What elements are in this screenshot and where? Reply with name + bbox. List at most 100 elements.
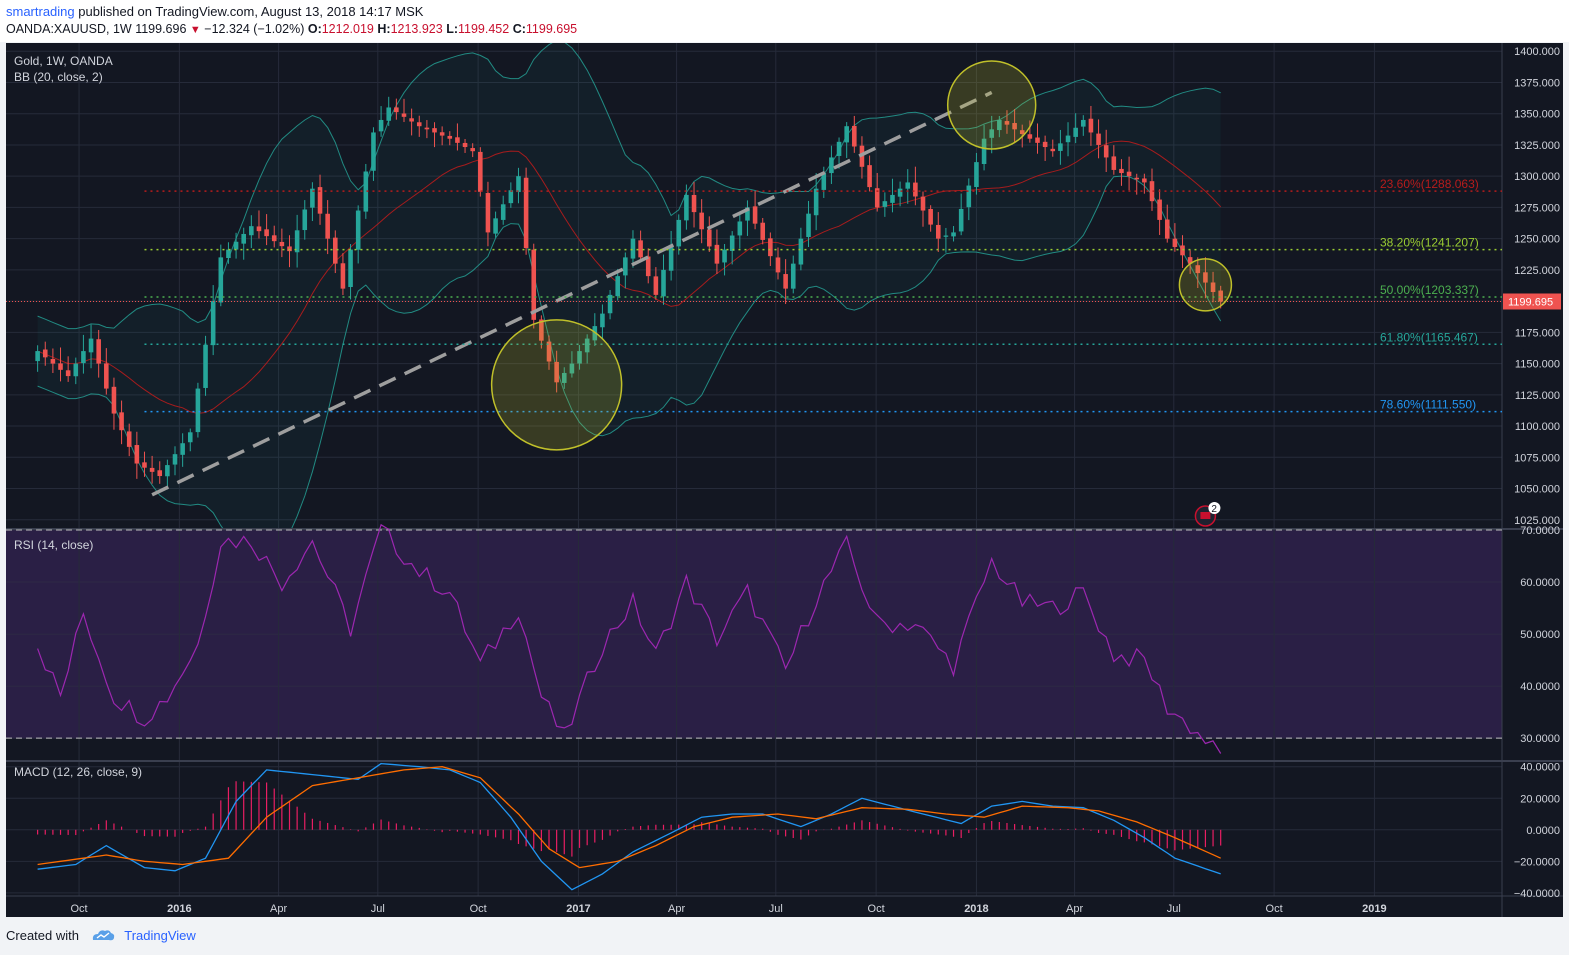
time-tick-label: Jul [371, 903, 385, 915]
candle-body [630, 238, 636, 259]
candle-body [997, 119, 1002, 131]
candle-body [1119, 168, 1124, 174]
candle-body [172, 454, 178, 465]
candle-body [1195, 265, 1201, 274]
chart-svg[interactable]: 23.60%(1288.063) 38.20%(1241.207) 50.00%(1… [6, 43, 1563, 917]
bb-basis [37, 140, 1222, 414]
candle-body [760, 222, 766, 240]
price-tick-label: 1375.000 [1514, 77, 1560, 89]
candle-body [478, 151, 483, 192]
macd-tick-label: −20.0000 [1514, 856, 1560, 868]
candle-body [882, 201, 888, 207]
candle-body [279, 241, 285, 247]
time-tick-label: 2019 [1362, 903, 1386, 915]
high-label: H: [377, 22, 391, 36]
chart-area[interactable]: 23.60%(1288.063) 38.20%(1241.207) 50.00%(1… [6, 43, 1563, 917]
candle-body [905, 182, 911, 189]
candle-body [241, 233, 246, 244]
candle-body [897, 188, 903, 197]
tradingview-link[interactable]: TradingView [124, 928, 196, 943]
candle-body [874, 188, 880, 208]
candle-body [913, 182, 918, 197]
candle-body [554, 361, 559, 383]
candle-body [661, 269, 666, 297]
highlight-circle [490, 319, 623, 451]
tradingview-logo-icon [91, 928, 115, 945]
bb-indicator-label: BB (20, close, 2) [14, 70, 103, 84]
candle-body [523, 177, 529, 249]
price-tick-label: 1275.000 [1514, 202, 1560, 214]
candle-body [1142, 178, 1147, 183]
time-tick-label: Oct [1266, 903, 1283, 915]
candle-body [65, 370, 71, 377]
candle-body [1019, 130, 1025, 135]
candle-body [516, 176, 521, 193]
candle-body [1218, 290, 1223, 302]
candle-body [852, 125, 857, 147]
candle-body [844, 126, 849, 143]
time-tick-label: Oct [868, 903, 885, 915]
last-price-tag [1503, 293, 1561, 310]
down-arrow-icon: ▼ [189, 24, 201, 36]
candle-body [50, 358, 56, 364]
last-price-label: 1199.695 [1508, 296, 1553, 308]
fib-level-label: 50.00%(1203.337) [1380, 283, 1479, 297]
candle-body [310, 188, 315, 208]
candle-body [1065, 135, 1071, 143]
trendline [151, 90, 993, 497]
candle-body [157, 470, 163, 477]
candle-body [1149, 181, 1155, 202]
candle-body [256, 226, 262, 232]
macd-tick-label: 20.0000 [1520, 793, 1560, 805]
rsi-line [37, 523, 1222, 754]
candle-body [165, 465, 170, 477]
rsi-tick-label: 70.0000 [1520, 525, 1560, 537]
candle-body [699, 212, 704, 230]
open-value: 1212.019 [321, 22, 374, 36]
candle-body [821, 173, 827, 190]
rsi-tick-label: 60.0000 [1520, 577, 1560, 589]
bb-fill [37, 43, 1221, 528]
rsi-tick-label: 30.0000 [1520, 733, 1560, 745]
candle-body [752, 206, 758, 224]
candle-body [394, 107, 399, 113]
candle-body [584, 338, 590, 353]
price-tick-label: 1100.000 [1515, 421, 1560, 433]
candle-body [966, 185, 972, 208]
fib-level-label: 78.60%(1111.550) [1380, 398, 1476, 412]
candle-body [134, 445, 140, 464]
candle-body [1050, 148, 1056, 152]
candle-body [42, 349, 48, 358]
candle-body [1126, 171, 1132, 177]
candle-body [1134, 177, 1140, 180]
candle-body [1058, 143, 1063, 151]
author-link[interactable]: smartrading [6, 4, 75, 19]
candle-body [737, 221, 743, 236]
change-value: −12.324 (−1.02%) [204, 22, 305, 36]
candle-body [508, 190, 514, 204]
candle-body [363, 171, 369, 212]
candle-body [500, 204, 506, 220]
candle-body [981, 138, 987, 164]
candle-body [378, 119, 384, 132]
candle-body [974, 162, 979, 188]
close-label: C: [512, 22, 526, 36]
rsi-title: RSI (14, close) [14, 538, 93, 552]
events-count-text: 2 [1211, 504, 1217, 515]
candle-body [264, 229, 269, 237]
macd-title: MACD (12, 26, close, 9) [14, 765, 142, 779]
candle-body [645, 256, 651, 277]
candle-body [1157, 199, 1162, 220]
candle-body [386, 107, 392, 121]
open-label: O: [307, 22, 322, 36]
candle-body [149, 467, 155, 472]
candle-body [371, 132, 376, 171]
candle-body [798, 238, 804, 265]
candle-body [722, 249, 727, 263]
macd-tick-label: 40.0000 [1520, 762, 1560, 774]
rsi-tick-label: 40.0000 [1520, 681, 1560, 693]
candle-body [447, 135, 453, 139]
candle-body [790, 263, 796, 289]
candle-body [1096, 133, 1101, 145]
candle-body [1203, 272, 1208, 283]
